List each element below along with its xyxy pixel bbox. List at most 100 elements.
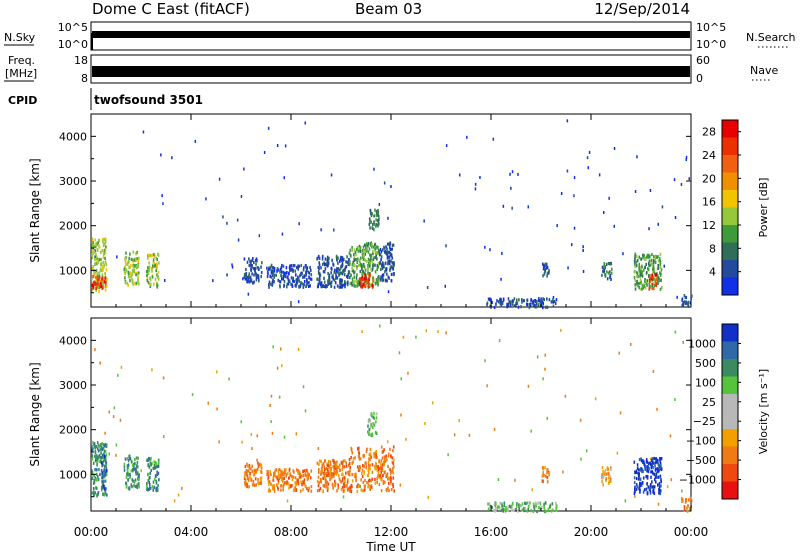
power-cell (388, 255, 391, 259)
velocity-cell (512, 501, 514, 505)
velocity-cell (324, 459, 326, 463)
velocity-cell (246, 464, 249, 468)
power-cell (690, 297, 692, 301)
power-cell (131, 279, 134, 283)
power-cell (138, 282, 140, 286)
power-cell (297, 264, 299, 268)
velocity-cell (260, 480, 263, 484)
power-cell (657, 280, 659, 284)
power-noise-point (501, 251, 503, 255)
power-cell (371, 212, 373, 216)
velocity-cell (257, 464, 260, 468)
power-cell (655, 276, 658, 280)
velocity-cell (546, 468, 548, 472)
power-cell (634, 252, 636, 256)
power-cell (659, 287, 662, 291)
power-cell (528, 306, 531, 310)
power-cell (385, 268, 388, 272)
power-noise-point (231, 265, 234, 269)
power-cell (490, 305, 492, 309)
power-cell (641, 287, 643, 291)
velocity-colorbar-label: −1000 (679, 474, 716, 487)
velocity-cell (353, 475, 356, 479)
power-cell (362, 278, 365, 282)
power-cell (651, 273, 654, 277)
power-colorbar-label: 24 (702, 149, 716, 162)
freq-tick-bottom: 8 (81, 72, 88, 85)
power-cell (323, 270, 326, 274)
power-cell (243, 275, 246, 279)
power-noise-point (242, 277, 244, 281)
power-noise-point (588, 150, 591, 154)
velocity-cell (362, 454, 365, 458)
power-noise-point (511, 170, 514, 174)
velocity-cell (379, 476, 381, 480)
power-cell (267, 271, 269, 276)
velocity-cell (642, 460, 644, 465)
velocity-cell (656, 467, 659, 471)
velocity-cell (358, 455, 361, 459)
velocity-cell (297, 478, 299, 482)
velocity-cell (244, 478, 247, 482)
velocity-cell (152, 466, 155, 471)
power-cell (152, 282, 155, 287)
velocity-cell (653, 472, 655, 476)
power-noise-point (212, 279, 214, 283)
velocity-cell (488, 507, 490, 511)
power-cell (158, 261, 160, 265)
power-cell (388, 250, 390, 254)
velocity-cell (363, 470, 365, 474)
velocity-cell (102, 446, 105, 450)
velocity-cell (652, 488, 655, 492)
power-cell (275, 273, 277, 277)
power-cell (378, 222, 380, 226)
power-cell (651, 252, 653, 257)
power-cell (300, 280, 302, 285)
power-cell (655, 278, 658, 282)
velocity-cell (310, 469, 313, 473)
velocity-cell (91, 453, 93, 457)
power-cell (290, 264, 293, 268)
velocity-cell (277, 481, 280, 485)
power-cell (684, 300, 686, 304)
velocity-cell (298, 475, 301, 479)
velocity-cell (368, 428, 371, 432)
velocity-cell (267, 489, 270, 493)
power-cell (104, 248, 107, 252)
velocity-cell (246, 476, 249, 480)
velocity-cell (252, 480, 255, 484)
velocity-noise-point (191, 393, 194, 397)
velocity-cell (639, 468, 642, 472)
velocity-cell (518, 507, 521, 511)
velocity-cell (387, 454, 390, 458)
power-cell (333, 278, 336, 282)
velocity-cell (96, 468, 98, 472)
power-cell (539, 300, 542, 304)
velocity-cell (97, 447, 99, 451)
velocity-noise-point (104, 431, 106, 435)
velocity-noise-point (453, 433, 456, 437)
velocity-noise-point (281, 364, 283, 368)
velocity-cell (286, 472, 289, 476)
velocity-cell (128, 475, 131, 480)
power-noise-point (509, 172, 511, 176)
velocity-cell (392, 466, 394, 471)
velocity-noise-point (216, 370, 218, 374)
velocity-cell (247, 478, 250, 482)
velocity-cell (277, 479, 280, 483)
velocity-cell (338, 477, 341, 481)
power-cell (353, 271, 355, 275)
power-noise-point (247, 292, 250, 296)
power-cell (382, 261, 384, 265)
power-cell (374, 263, 376, 267)
velocity-cell (283, 483, 285, 487)
power-cell (366, 246, 368, 250)
velocity-cell (157, 484, 159, 488)
power-cell (310, 277, 313, 281)
velocity-cell (642, 490, 645, 494)
power-cell (300, 272, 303, 276)
velocity-cell (637, 477, 640, 481)
power-noise-point (330, 173, 333, 177)
velocity-cell (99, 459, 101, 463)
power-cell (360, 277, 363, 281)
